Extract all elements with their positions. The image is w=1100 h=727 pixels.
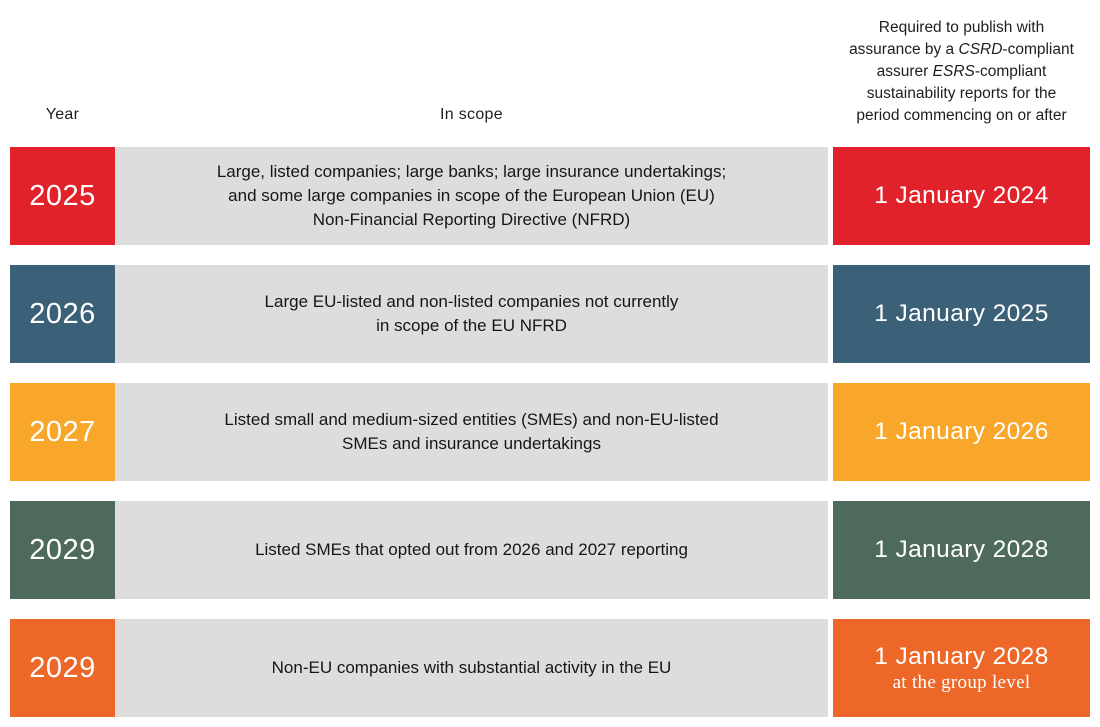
date-value: 1 January 2028: [874, 642, 1049, 670]
assurance-requirement-column-header: Required to publish with assurance by a C…: [849, 19, 1074, 124]
date-value: 1 January 2025: [874, 300, 1049, 327]
column-gap: [828, 619, 833, 717]
date-value: 1 January 2028: [874, 536, 1049, 563]
scope-column-header: In scope: [440, 106, 503, 123]
timeline-row: 2025 Large, listed companies; large bank…: [10, 147, 1090, 245]
date-cell: 1 January 2028: [833, 501, 1090, 599]
column-gap: [828, 265, 833, 363]
scope-cell: Listed SMEs that opted out from 2026 and…: [115, 501, 828, 599]
date-cell: 1 January 2024: [833, 147, 1090, 245]
timeline-row: 2026 Large EU-listed and non-listed comp…: [10, 265, 1090, 363]
date-cell: 1 January 2026: [833, 383, 1090, 481]
scope-cell: Listed small and medium-sized entities (…: [115, 383, 828, 481]
timeline-row: 2029 Non-EU companies with substantial a…: [10, 619, 1090, 717]
year-cell: 2026: [10, 265, 115, 363]
scope-cell: Non-EU companies with substantial activi…: [115, 619, 828, 717]
year-cell: 2029: [10, 501, 115, 599]
year-cell: 2025: [10, 147, 115, 245]
year-cell: 2027: [10, 383, 115, 481]
timeline-rows: 2025 Large, listed companies; large bank…: [10, 147, 1090, 717]
timeline-row: 2027 Listed small and medium-sized entit…: [10, 383, 1090, 481]
column-gap: [828, 501, 833, 599]
date-value: 1 January 2024: [874, 182, 1049, 209]
date-value: 1 January 2026: [874, 418, 1049, 445]
year-column-header: Year: [45, 106, 80, 123]
scope-cell: Large EU-listed and non-listed companies…: [115, 265, 828, 363]
column-gap: [828, 383, 833, 481]
column-gap: [828, 147, 833, 245]
timeline-row: 2029 Listed SMEs that opted out from 202…: [10, 501, 1090, 599]
scope-cell: Large, listed companies; large banks; la…: [115, 147, 828, 245]
year-cell: 2029: [10, 619, 115, 717]
date-cell: 1 January 2025: [833, 265, 1090, 363]
date-cell: 1 January 2028 at the group level: [833, 619, 1090, 717]
date-note: at the group level: [892, 671, 1031, 693]
